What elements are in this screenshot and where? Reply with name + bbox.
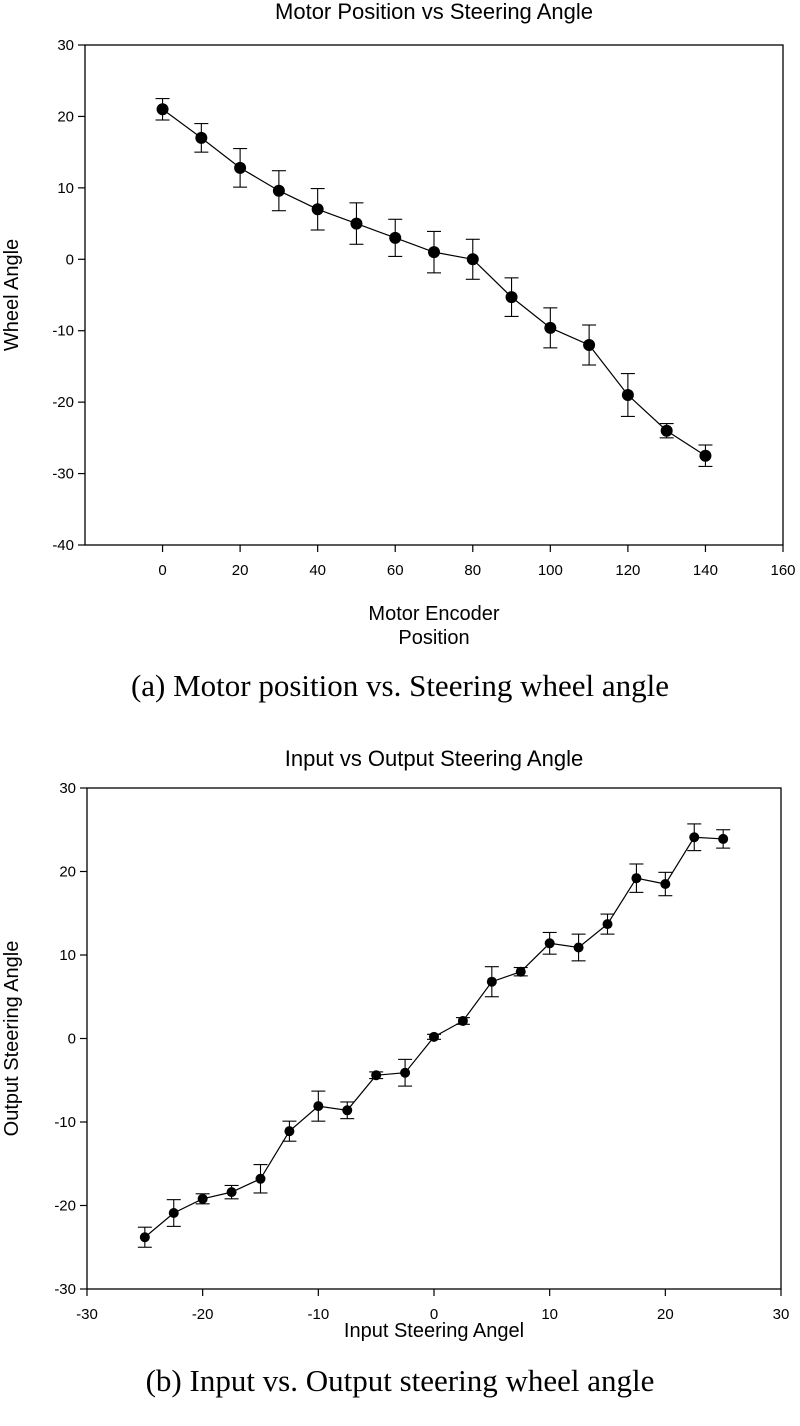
y-tick-label: 30	[59, 780, 76, 797]
data-point	[234, 161, 247, 174]
x-tick-label: 30	[773, 1306, 790, 1323]
data-point	[272, 184, 285, 197]
data-point	[457, 1015, 468, 1026]
x-tick-label: 0	[158, 562, 166, 579]
data-point	[350, 217, 363, 230]
data-point	[621, 389, 634, 401]
chart-b-svg: Input vs Output Steering Angle -30 -20 -10 0…	[1, 746, 790, 1342]
data-point	[602, 919, 613, 930]
x-tick-label: 80	[464, 562, 481, 579]
chart-b: Input vs Output Steering Angle -30 -20 -10 0…	[0, 735, 800, 1355]
data-point	[311, 203, 324, 216]
data-point	[197, 1193, 208, 1204]
data-point	[255, 1173, 266, 1184]
x-axis-label: Input Steering Angel	[344, 1320, 524, 1342]
data-point	[195, 131, 208, 144]
x-tick-label: 100	[538, 562, 563, 579]
data-point	[544, 321, 557, 334]
data-point	[389, 231, 402, 244]
data-point	[631, 873, 642, 884]
x-axis-label: Position	[398, 627, 469, 649]
data-point	[515, 966, 526, 977]
data-point	[156, 103, 169, 116]
data-point	[699, 449, 712, 462]
data-point	[689, 832, 700, 843]
y-tick-label: 30	[57, 37, 74, 54]
data-point	[284, 1126, 295, 1137]
data-point	[660, 879, 671, 890]
data-point	[371, 1070, 382, 1081]
data-point	[342, 1105, 353, 1116]
y-axis-label: Output Steering Angle	[1, 941, 23, 1137]
chart-a: Motor Position vs Steering Angle -40 -30 -2…	[0, 0, 800, 665]
data-point	[428, 246, 440, 259]
data-point	[466, 253, 479, 266]
series-line	[162, 108, 706, 457]
chart-title: Input vs Output Steering Angle	[285, 746, 583, 771]
x-tick-label: -30	[76, 1306, 98, 1323]
x-tick-label: 140	[693, 562, 718, 579]
x-tick-label: 0	[430, 1306, 438, 1323]
x-tick-label: 120	[615, 562, 640, 579]
y-tick-label: -10	[52, 323, 74, 340]
x-tick-label: 60	[387, 562, 404, 579]
data-point	[583, 339, 596, 351]
x-tick-label: -20	[192, 1306, 214, 1323]
y-tick-label: -40	[52, 537, 74, 554]
data-point	[486, 976, 497, 987]
data-point	[429, 1031, 439, 1042]
x-tick-label: 20	[232, 562, 249, 579]
data-point	[718, 833, 729, 844]
y-tick-label: -30	[52, 466, 74, 483]
y-tick-label: -20	[54, 1198, 76, 1215]
caption-a: (a) Motor position vs. Steering wheel an…	[130, 668, 670, 703]
y-tick-label: 10	[59, 947, 76, 964]
plot-frame	[84, 44, 784, 546]
y-tick-label: 0	[68, 1031, 76, 1048]
data-point	[313, 1101, 324, 1112]
x-tick-label: 10	[541, 1306, 558, 1323]
caption-b: (b) Input vs. Output steering wheel angl…	[145, 1363, 655, 1398]
data-point	[505, 291, 518, 304]
chart-a-svg: Motor Position vs Steering Angle -40 -30 -2…	[1, 0, 796, 649]
data-point	[573, 942, 584, 953]
x-tick-label: -10	[307, 1306, 329, 1323]
y-tick-label: 10	[57, 180, 74, 197]
y-tick-label: -10	[54, 1114, 76, 1131]
y-tick-label: -20	[52, 394, 74, 411]
data-point	[168, 1208, 179, 1219]
y-tick-label: -30	[54, 1281, 76, 1298]
x-tick-label: 20	[657, 1306, 674, 1323]
chart-title: Motor Position vs Steering Angle	[275, 0, 593, 24]
x-tick-label: 160	[770, 562, 795, 579]
data-point	[139, 1232, 150, 1243]
data-point	[400, 1067, 411, 1078]
y-axis-label: Wheel Angle	[1, 239, 23, 351]
data-point	[226, 1187, 237, 1198]
y-tick-label: 20	[59, 864, 76, 881]
data-point	[544, 938, 555, 949]
x-tick-label: 40	[309, 562, 326, 579]
y-tick-label: 20	[57, 108, 74, 125]
x-axis-label: Motor Encoder	[368, 603, 500, 625]
y-tick-label: 0	[66, 251, 74, 268]
data-point	[660, 424, 673, 437]
